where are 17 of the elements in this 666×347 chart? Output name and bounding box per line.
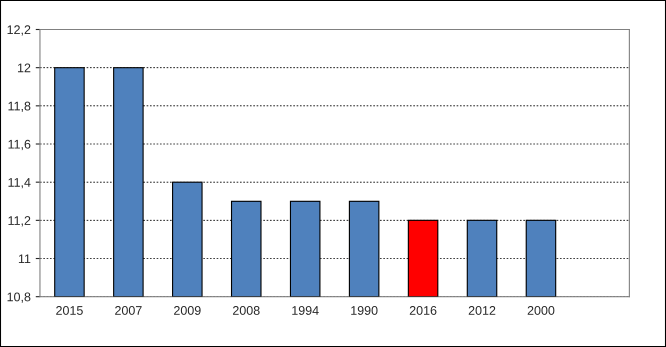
y-tick-label: 11,6 <box>8 140 30 150</box>
y-tick-label: 11 <box>18 254 30 264</box>
y-tick-label: 10,8 <box>8 292 30 303</box>
y-tick-label: 11,4 <box>8 178 31 188</box>
x-tick-label: 2008 <box>232 306 260 315</box>
x-tick-label: 2007 <box>115 306 142 315</box>
x-tick-label: 2000 <box>528 306 554 315</box>
x-tick-label: 1990 <box>351 306 378 315</box>
y-tick-label: 11,8 <box>8 102 30 112</box>
y-tick-label: 12 <box>18 63 30 72</box>
x-tick-label: 2016 <box>410 306 436 315</box>
y-tick-label: 11,2 <box>8 216 30 226</box>
x-tick-label: 2015 <box>56 306 83 315</box>
y-tick-label: 12,2 <box>8 25 30 36</box>
x-tick-label: 2012 <box>468 306 496 315</box>
x-tick-label: 1994 <box>292 306 319 315</box>
x-tick-label: 2009 <box>174 306 201 315</box>
